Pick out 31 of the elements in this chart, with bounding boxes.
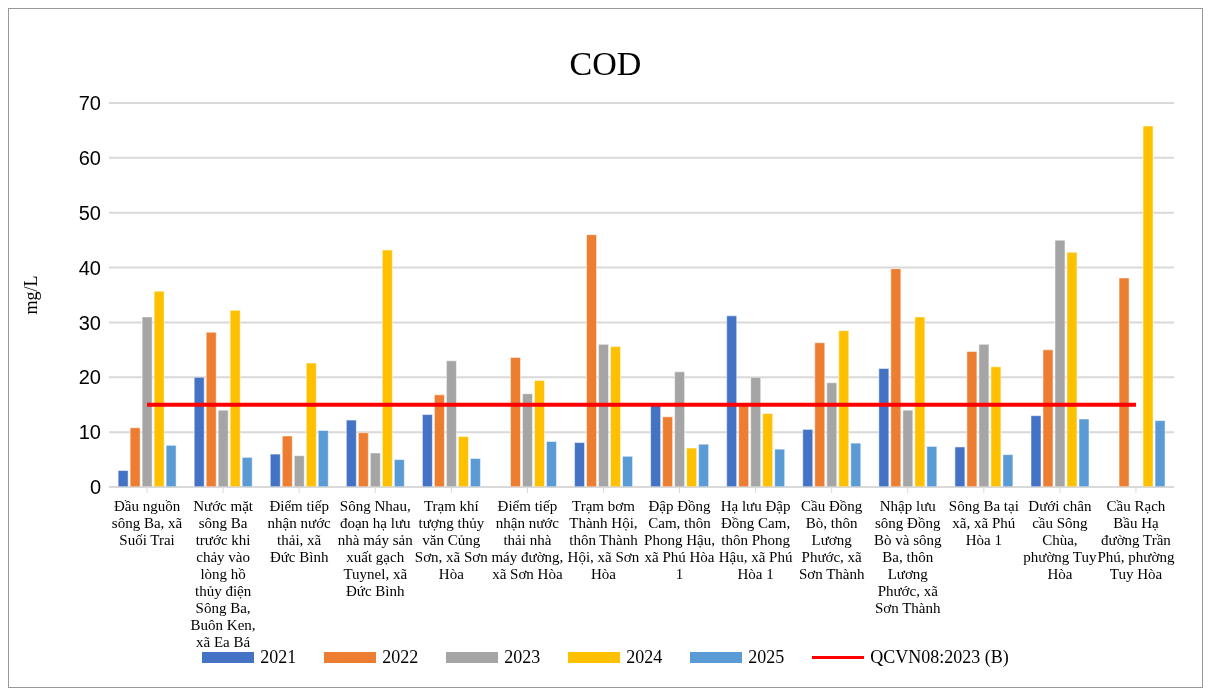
y-tick-label: 50 xyxy=(78,201,101,224)
x-tick-label: Sông Ba tại xã, xã Phú Hòa 1 xyxy=(948,498,1019,548)
y-tick-label: 70 xyxy=(78,92,101,115)
x-tick-label: Cầu Rạch Bầu Hạ đường Trần Phú, phường Tuy Hòa xyxy=(1097,498,1175,582)
category-label: Nước mặt sông Ba trước khi chảy vào lòng hồ thủy điện Sông Ba, Buôn Ken, xã Ea Bá xyxy=(190,498,256,650)
x-tick-label: Trạm khí tượng thủy văn Củng Sơn, xã Sơn Hòa xyxy=(414,498,489,582)
x-tick-label: Hạ lưu Đập Đồng Cam, thôn Phong Hậu, xã Phú Hòa 1 xyxy=(718,498,793,582)
x-tick-label: Cầu Đồng Bò, thôn Lương Phước, xã Sơn Thành xyxy=(798,498,865,582)
chart-title: COD xyxy=(568,45,643,84)
legend-label: 2022 xyxy=(382,647,419,668)
y-tick-label: 0 xyxy=(89,476,101,499)
legend-label: 2021 xyxy=(260,647,297,668)
x-tick-label: Dưới chân cầu Sông Chùa, phường Tuy Hòa xyxy=(1023,498,1097,582)
x-tick-label: Sông Nhau, đoạn hạ lưu nhà máy sản xuất gạch Tuynel, xã Đức Bình xyxy=(337,498,414,599)
legend-label: 2023 xyxy=(504,647,541,668)
x-tick-label: Trạm bơm Thành Hội, thôn Thành Hội, xã Sơn Hòa xyxy=(567,498,640,582)
y-tick-label: 20 xyxy=(78,366,101,389)
bar xyxy=(1118,277,1130,487)
y-axis-title: mg/L xyxy=(21,275,42,315)
y-tick-label: 10 xyxy=(78,421,101,444)
x-tick-label: Đầu nguồn sông Ba, xã Suối Trai xyxy=(111,498,183,548)
x-tick-label: Đập Đồng Cam, thôn Phong Hậu, xã Phú Hòa 1 xyxy=(644,498,715,582)
x-tick-label: Điểm tiếp nhận nước thải nhà máy đường, xã Sơn Hòa xyxy=(491,498,564,582)
x-tick-label: Nhập lưu sông Đồng Bò và sông Ba, thôn Lương Phước, xã Sơn Thành xyxy=(874,498,942,616)
x-tick-label: Điểm tiếp nhận nước thải, xã Đức Bình xyxy=(267,498,332,565)
legend-label: 2025 xyxy=(748,647,785,668)
y-tick-label: 60 xyxy=(78,146,101,169)
legend-label: QCVN08:2023 (B) xyxy=(870,647,1009,668)
y-tick-label: 40 xyxy=(78,256,101,279)
legend-label: 2024 xyxy=(626,647,663,668)
y-tick-label: 30 xyxy=(78,311,101,334)
